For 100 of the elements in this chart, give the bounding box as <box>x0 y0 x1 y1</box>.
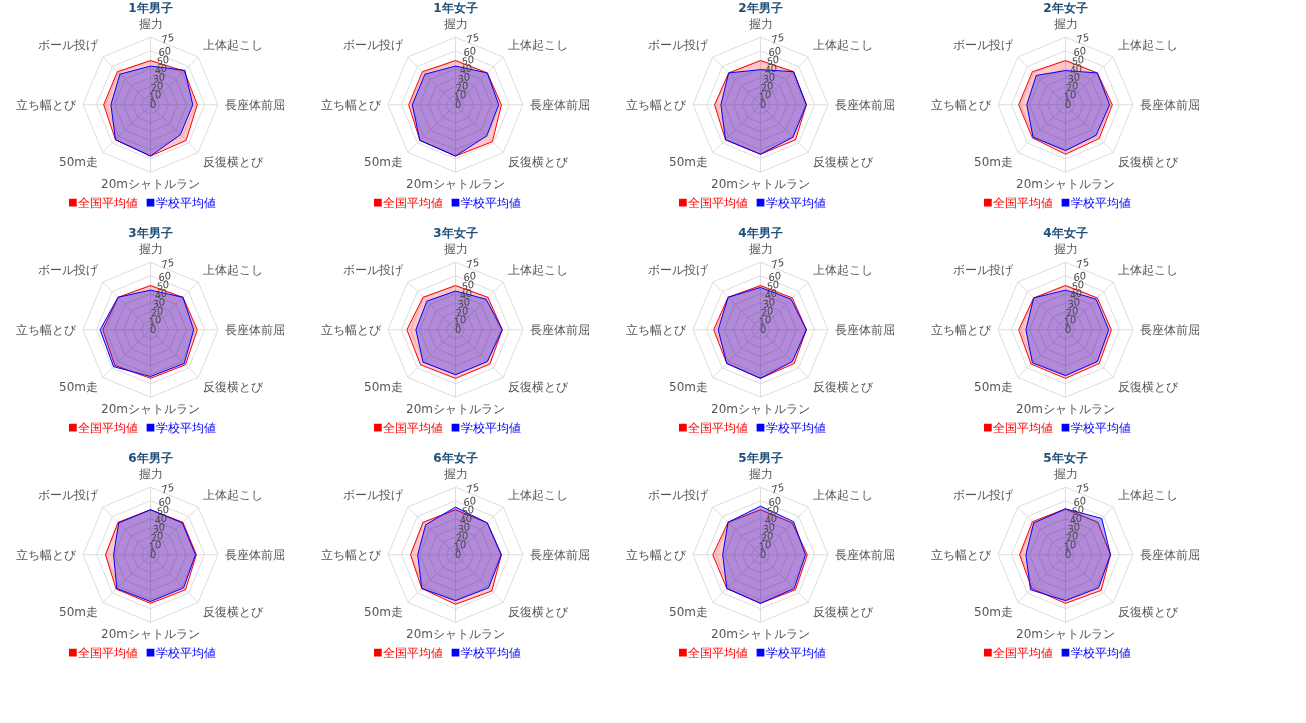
spoke-label: 反復横とび <box>508 605 569 620</box>
spoke-label: 立ち幅とび <box>321 322 383 337</box>
spoke-label: 長座体前屈 <box>834 322 895 337</box>
legend-label: 全国平均値 <box>688 645 749 660</box>
spoke-label: 50m走 <box>974 605 1013 620</box>
spoke-label: 反復横とび <box>1118 605 1179 620</box>
y-tick-label: 75 <box>465 256 481 271</box>
spoke-label: 反復横とび <box>1118 380 1179 395</box>
y-tick-label: 75 <box>465 31 481 46</box>
spoke-label: 握力 <box>1053 16 1078 31</box>
spoke-label: 反復横とび <box>813 155 874 170</box>
spoke-label: 上体起こし <box>203 488 263 503</box>
legend-label: 全国平均値 <box>688 420 749 435</box>
spoke-label: ボール投げ <box>648 38 709 53</box>
spoke-label: 立ち幅とび <box>931 97 993 112</box>
spoke-label: 20mシャトルラン <box>406 177 505 191</box>
spoke-label: ボール投げ <box>953 38 1014 53</box>
spoke-label: 長座体前屈 <box>529 97 590 112</box>
spoke-label: 上体起こし <box>813 263 873 278</box>
spoke-label: 反復横とび <box>1118 155 1179 170</box>
spoke-label: 反復横とび <box>813 380 874 395</box>
legend-label: 学校平均値 <box>460 645 521 660</box>
chart-title: 3年男子 <box>128 226 173 240</box>
legend-label: 学校平均値 <box>1070 195 1131 210</box>
spoke-label: 20mシャトルラン <box>101 627 200 641</box>
spoke-label: ボール投げ <box>343 38 404 53</box>
spoke-label: ボール投げ <box>648 263 709 278</box>
spoke-label: 50m走 <box>59 155 98 170</box>
legend-label: 学校平均値 <box>765 195 826 210</box>
spoke-label: 20mシャトルラン <box>101 177 200 191</box>
spoke-label: 20mシャトルラン <box>711 177 810 191</box>
spoke-label: ボール投げ <box>343 263 404 278</box>
spoke-label: 立ち幅とび <box>626 322 688 337</box>
chart-title: 6年女子 <box>433 451 478 465</box>
chart-title: 2年女子 <box>1043 1 1088 15</box>
y-tick-label: 75 <box>160 481 176 496</box>
spoke-label: 反復横とび <box>203 380 264 395</box>
y-tick-label: 75 <box>1075 256 1091 271</box>
legend-label: 学校平均値 <box>155 645 216 660</box>
spoke-label: 上体起こし <box>508 488 568 503</box>
spoke-label: 反復横とび <box>813 605 874 620</box>
legend-label: 全国平均値 <box>993 645 1054 660</box>
spoke-label: 握力 <box>138 16 163 31</box>
spoke-label: ボール投げ <box>953 263 1014 278</box>
spoke-label: 反復横とび <box>203 155 264 170</box>
spoke-label: 握力 <box>1053 466 1078 481</box>
spoke-label: ボール投げ <box>38 488 99 503</box>
y-tick-label: 75 <box>1075 31 1091 46</box>
spoke-label: 上体起こし <box>203 263 263 278</box>
chart-title: 3年女子 <box>433 226 478 240</box>
legend-label: 学校平均値 <box>460 195 521 210</box>
spoke-label: 長座体前屈 <box>224 97 285 112</box>
spoke-label: 握力 <box>138 466 163 481</box>
spoke-label: 上体起こし <box>1118 38 1178 53</box>
chart-title: 5年男子 <box>738 451 783 465</box>
spoke-label: 上体起こし <box>508 263 568 278</box>
spoke-label: 50m走 <box>364 605 403 620</box>
legend-label: 全国平均値 <box>78 420 139 435</box>
legend-label: 学校平均値 <box>155 420 216 435</box>
spoke-label: 20mシャトルラン <box>711 627 810 641</box>
spoke-label: 50m走 <box>364 155 403 170</box>
legend-label: 学校平均値 <box>765 645 826 660</box>
y-tick-label: 75 <box>770 31 786 46</box>
spoke-label: 握力 <box>748 466 773 481</box>
spoke-label: 立ち幅とび <box>626 547 688 562</box>
y-tick-label: 75 <box>160 256 176 271</box>
legend-label: 全国平均値 <box>383 195 444 210</box>
spoke-label: 20mシャトルラン <box>1016 627 1115 641</box>
spoke-label: 20mシャトルラン <box>1016 177 1115 191</box>
y-tick-label: 75 <box>770 481 786 496</box>
legend-label: 全国平均値 <box>383 645 444 660</box>
y-tick-label: 75 <box>770 256 786 271</box>
legend-label: 全国平均値 <box>383 420 444 435</box>
spoke-label: ボール投げ <box>38 263 99 278</box>
spoke-label: 50m走 <box>59 380 98 395</box>
spoke-label: ボール投げ <box>343 488 404 503</box>
spoke-label: 50m走 <box>974 380 1013 395</box>
spoke-label: 上体起こし <box>1118 488 1178 503</box>
legend-label: 学校平均値 <box>765 420 826 435</box>
spoke-label: 長座体前屈 <box>529 547 590 562</box>
spoke-label: 握力 <box>443 466 468 481</box>
spoke-label: 反復横とび <box>508 380 569 395</box>
spoke-label: 20mシャトルラン <box>406 402 505 416</box>
spoke-label: 握力 <box>748 16 773 31</box>
spoke-label: 握力 <box>443 16 468 31</box>
chart-title: 2年男子 <box>738 1 783 15</box>
spoke-label: 握力 <box>443 241 468 256</box>
chart-title: 4年男子 <box>738 226 783 240</box>
legend-label: 全国平均値 <box>78 195 139 210</box>
spoke-label: 50m走 <box>59 605 98 620</box>
spoke-label: 20mシャトルラン <box>101 402 200 416</box>
chart-title: 5年女子 <box>1043 451 1088 465</box>
legend-label: 全国平均値 <box>78 645 139 660</box>
spoke-label: 長座体前屈 <box>834 547 895 562</box>
legend-label: 学校平均値 <box>1070 645 1131 660</box>
chart-title: 1年女子 <box>433 1 478 15</box>
spoke-label: 長座体前屈 <box>224 322 285 337</box>
spoke-label: 握力 <box>748 241 773 256</box>
spoke-label: 立ち幅とび <box>16 322 78 337</box>
spoke-label: 握力 <box>1053 241 1078 256</box>
